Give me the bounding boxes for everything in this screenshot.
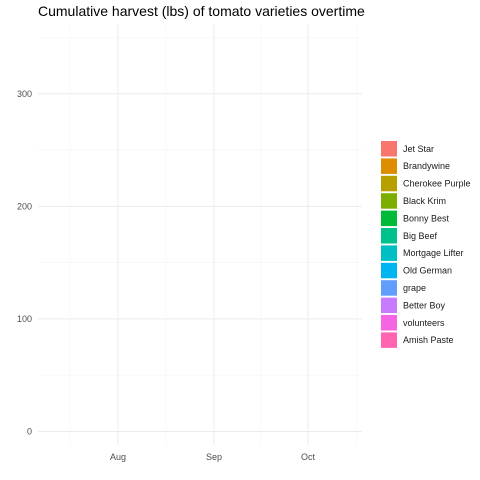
legend-key bbox=[381, 280, 397, 296]
legend-label: Amish Paste bbox=[403, 335, 454, 345]
legend-label: volunteers bbox=[403, 318, 445, 328]
chart-title: Cumulative harvest (lbs) of tomato varie… bbox=[38, 3, 365, 19]
legend-item: grape bbox=[381, 280, 426, 296]
legend-item: Better Boy bbox=[381, 298, 446, 314]
legend-key bbox=[381, 141, 397, 157]
legend-key bbox=[381, 193, 397, 209]
legend-item: Bonny Best bbox=[381, 211, 450, 227]
legend-item: Old German bbox=[381, 263, 452, 279]
legend-key bbox=[381, 298, 397, 314]
y-tick-label: 0 bbox=[27, 426, 32, 436]
legend-label: Better Boy bbox=[403, 300, 446, 310]
legend-item: Mortgage Lifter bbox=[381, 245, 464, 261]
x-tick-label: Oct bbox=[301, 452, 316, 462]
legend-label: Bonny Best bbox=[403, 213, 450, 223]
legend-label: Black Krim bbox=[403, 196, 446, 206]
legend-key bbox=[381, 228, 397, 244]
legend-item: Big Beef bbox=[381, 228, 438, 244]
legend-label: Big Beef bbox=[403, 231, 438, 241]
legend-key bbox=[381, 332, 397, 348]
legend-item: Brandywine bbox=[381, 158, 450, 174]
x-tick-label: Sep bbox=[206, 452, 222, 462]
legend-key bbox=[381, 245, 397, 261]
legend-key bbox=[381, 158, 397, 174]
legend-item: volunteers bbox=[381, 315, 445, 331]
legend-label: Jet Star bbox=[403, 144, 434, 154]
y-tick-label: 300 bbox=[17, 89, 32, 99]
x-tick-label: Aug bbox=[110, 452, 126, 462]
legend-item: Jet Star bbox=[381, 141, 434, 157]
legend-key bbox=[381, 315, 397, 331]
legend-label: Cherokee Purple bbox=[403, 179, 471, 189]
y-tick-label: 200 bbox=[17, 201, 32, 211]
legend-item: Cherokee Purple bbox=[381, 176, 471, 192]
legend-key bbox=[381, 176, 397, 192]
legend-label: Old German bbox=[403, 266, 452, 276]
legend-label: Mortgage Lifter bbox=[403, 248, 464, 258]
x-axis: Aug Sep Oct bbox=[110, 452, 316, 462]
legend-item: Black Krim bbox=[381, 193, 446, 209]
legend-item: Amish Paste bbox=[381, 332, 454, 348]
y-axis: 0 100 200 300 bbox=[17, 89, 32, 437]
legend: Jet Star Brandywine Cherokee Purple Black K… bbox=[381, 141, 471, 348]
grid bbox=[38, 24, 362, 445]
y-tick-label: 100 bbox=[17, 314, 32, 324]
legend-label: Brandywine bbox=[403, 161, 450, 171]
legend-key bbox=[381, 263, 397, 279]
legend-label: grape bbox=[403, 283, 426, 293]
legend-key bbox=[381, 211, 397, 227]
